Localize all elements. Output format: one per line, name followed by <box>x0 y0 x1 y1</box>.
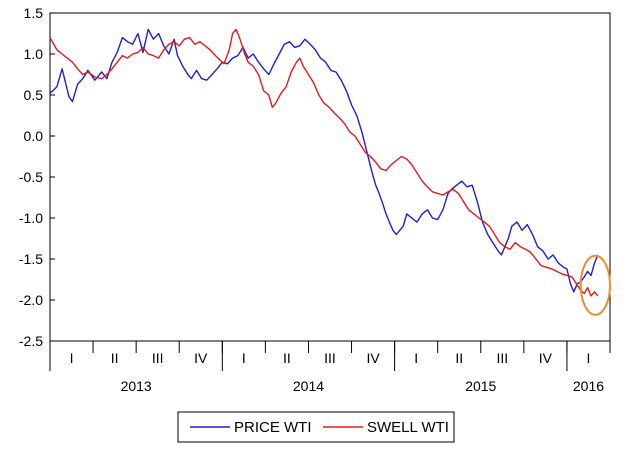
x-quarter-label: IV <box>194 350 208 366</box>
x-quarter-label: III <box>152 350 164 366</box>
x-quarter-label: II <box>111 350 119 366</box>
x-quarter-label: I <box>70 350 74 366</box>
series-group <box>49 28 599 297</box>
series-line-swell-wti <box>49 28 599 297</box>
y-tick-label: -1.0 <box>19 210 43 226</box>
x-quarter-label: II <box>455 350 463 366</box>
annotation-group <box>579 254 611 316</box>
legend-label-price-wti: PRICE WTI <box>234 419 312 436</box>
x-quarter-label: III <box>324 350 336 366</box>
y-tick-label: -2.5 <box>19 333 43 349</box>
x-quarter-label: I <box>587 350 591 366</box>
highlight-ellipse <box>579 254 611 316</box>
y-axis: 1.5 1.0 0.5 0.0 -0.5 -1.0 -1.5 -2.0 -2.5 <box>19 5 55 349</box>
legend: PRICE WTI SWELL WTI <box>177 411 455 443</box>
x-quarter-label: I <box>242 350 246 366</box>
y-tick-label: 0.0 <box>24 128 44 144</box>
y-tick-label: -1.5 <box>19 251 43 267</box>
x-quarter-label: I <box>414 350 418 366</box>
y-tick-label: -2.0 <box>19 292 43 308</box>
x-quarter-label: IV <box>539 350 553 366</box>
x-quarter-label: III <box>496 350 508 366</box>
y-tick-label: 1.0 <box>24 46 44 62</box>
x-year-label: 2014 <box>293 378 324 394</box>
x-quarter-label: II <box>283 350 291 366</box>
x-quarter-label: IV <box>366 350 380 366</box>
series-line-price-wti <box>49 28 599 293</box>
legend-label-swell-wti: SWELL WTI <box>367 419 449 436</box>
y-tick-label: 1.5 <box>24 5 44 21</box>
y-tick-label: -0.5 <box>19 169 43 185</box>
x-year-label: 2016 <box>573 378 604 394</box>
plot-area <box>49 12 611 342</box>
x-year-label: 2015 <box>465 378 496 394</box>
x-year-label: 2013 <box>121 378 152 394</box>
y-tick-label: 0.5 <box>24 87 44 103</box>
